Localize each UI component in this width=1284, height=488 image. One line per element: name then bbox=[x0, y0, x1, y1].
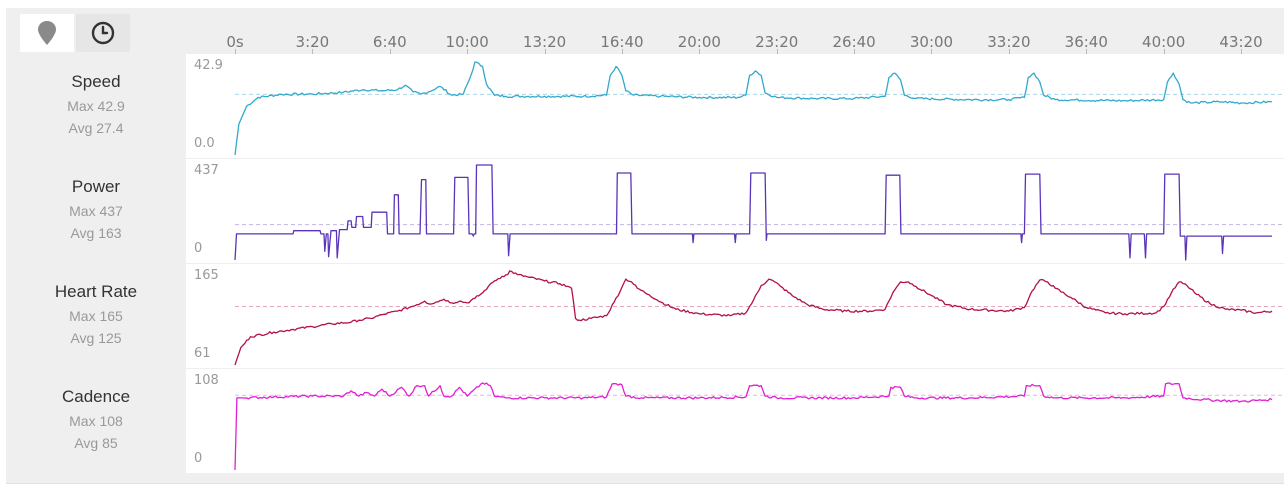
time-tick-mark bbox=[1008, 49, 1010, 57]
power-max: Max 437 bbox=[69, 203, 123, 219]
cadence-ymax-label: 108 bbox=[194, 373, 219, 388]
time-tick-label: 23:20 bbox=[755, 33, 799, 51]
time-tick-mark bbox=[854, 49, 856, 57]
time-tick-mark bbox=[389, 49, 391, 57]
time-view-button[interactable] bbox=[76, 14, 130, 52]
time-tick-mark bbox=[312, 49, 314, 57]
heart-rate-summary: Heart Rate Max 165 Avg 125 bbox=[6, 264, 186, 368]
cadence-series-line bbox=[234, 382, 1273, 471]
time-tick-mark bbox=[621, 49, 623, 57]
time-tick-mark bbox=[699, 49, 701, 57]
time-tick-label: 43:20 bbox=[1219, 33, 1263, 51]
cadence-plot[interactable]: 108 0 bbox=[186, 369, 1284, 473]
speed-avg: Avg 27.4 bbox=[68, 120, 124, 136]
time-tick-label: 6:40 bbox=[372, 33, 407, 51]
time-tick-mark bbox=[544, 49, 546, 57]
time-axis: 0s 3:20 6:40 10:00 13:20 16:40 20:00 23:20 26:40… bbox=[186, 16, 1282, 57]
time-tick-mark bbox=[931, 49, 933, 57]
speed-summary: Speed Max 42.9 Avg 27.4 bbox=[6, 54, 186, 158]
time-tick-label: 13:20 bbox=[522, 33, 567, 51]
cadence-summary: Cadence Max 108 Avg 85 bbox=[6, 369, 186, 473]
cadence-row: Cadence Max 108 Avg 85 108 0 bbox=[6, 369, 1284, 473]
speed-row: Speed Max 42.9 Avg 27.4 42.9 0.0 bbox=[6, 54, 1284, 158]
time-tick-label: 26:40 bbox=[832, 33, 876, 51]
cadence-ymin-label: 0 bbox=[194, 451, 203, 466]
time-tick-label: 0s bbox=[226, 33, 244, 51]
cadence-max: Max 108 bbox=[69, 413, 123, 429]
power-plot[interactable]: 437 0 bbox=[186, 159, 1284, 263]
speed-ymin-label: 0.0 bbox=[194, 136, 215, 151]
time-tick-mark bbox=[235, 49, 236, 57]
power-title: Power bbox=[71, 177, 121, 196]
power-row: Power Max 437 Avg 163 437 0 bbox=[6, 159, 1284, 263]
speed-max: Max 42.9 bbox=[67, 98, 125, 114]
time-tick-mark bbox=[1241, 49, 1243, 57]
map-view-button[interactable] bbox=[20, 14, 74, 52]
time-tick-label: 20:00 bbox=[677, 33, 721, 51]
heart-rate-ymax-label: 165 bbox=[194, 268, 219, 283]
heart-rate-row: Heart Rate Max 165 Avg 125 165 61 bbox=[6, 264, 1284, 368]
time-tick-label: 16:40 bbox=[600, 33, 644, 51]
power-ymin-label: 0 bbox=[194, 241, 203, 256]
time-tick-mark bbox=[1163, 49, 1165, 57]
time-tick-label: 33:20 bbox=[987, 33, 1031, 51]
heart-rate-plot[interactable]: 165 61 bbox=[186, 264, 1284, 368]
time-tick-label: 30:00 bbox=[909, 33, 954, 51]
heart-rate-title: Heart Rate bbox=[54, 282, 138, 301]
power-summary: Power Max 437 Avg 163 bbox=[6, 159, 186, 263]
heart-rate-series-line bbox=[234, 270, 1273, 366]
power-avg: Avg 163 bbox=[70, 225, 122, 241]
speed-series-line bbox=[234, 61, 1273, 156]
heart-rate-plot-svg bbox=[234, 270, 1282, 366]
power-plot-svg bbox=[234, 164, 1282, 261]
time-tick-mark bbox=[1086, 49, 1088, 57]
time-tick-label: 3:20 bbox=[295, 33, 330, 51]
heart-rate-avg: Avg 125 bbox=[70, 330, 122, 346]
clock-icon bbox=[91, 21, 115, 45]
speed-ymax-label: 42.9 bbox=[194, 58, 223, 73]
time-tick-label: 10:00 bbox=[445, 33, 489, 51]
power-series-line bbox=[234, 164, 1272, 261]
time-tick-label: 36:40 bbox=[1064, 33, 1108, 51]
power-ymax-label: 437 bbox=[194, 163, 219, 178]
heart-rate-ymin-label: 61 bbox=[194, 346, 211, 361]
cadence-plot-svg bbox=[234, 382, 1282, 471]
heart-rate-max: Max 165 bbox=[69, 308, 123, 324]
speed-title: Speed bbox=[71, 72, 121, 91]
time-tick-label: 40:00 bbox=[1142, 33, 1186, 51]
speed-plot-svg bbox=[234, 61, 1282, 156]
time-tick-mark bbox=[776, 49, 778, 57]
cadence-avg: Avg 85 bbox=[74, 435, 118, 451]
speed-plot[interactable]: 42.9 0.0 bbox=[186, 54, 1284, 158]
view-mode-toolbar bbox=[20, 14, 136, 52]
cadence-title: Cadence bbox=[61, 387, 131, 406]
map-marker-icon bbox=[38, 21, 56, 45]
time-tick-mark bbox=[467, 49, 469, 57]
